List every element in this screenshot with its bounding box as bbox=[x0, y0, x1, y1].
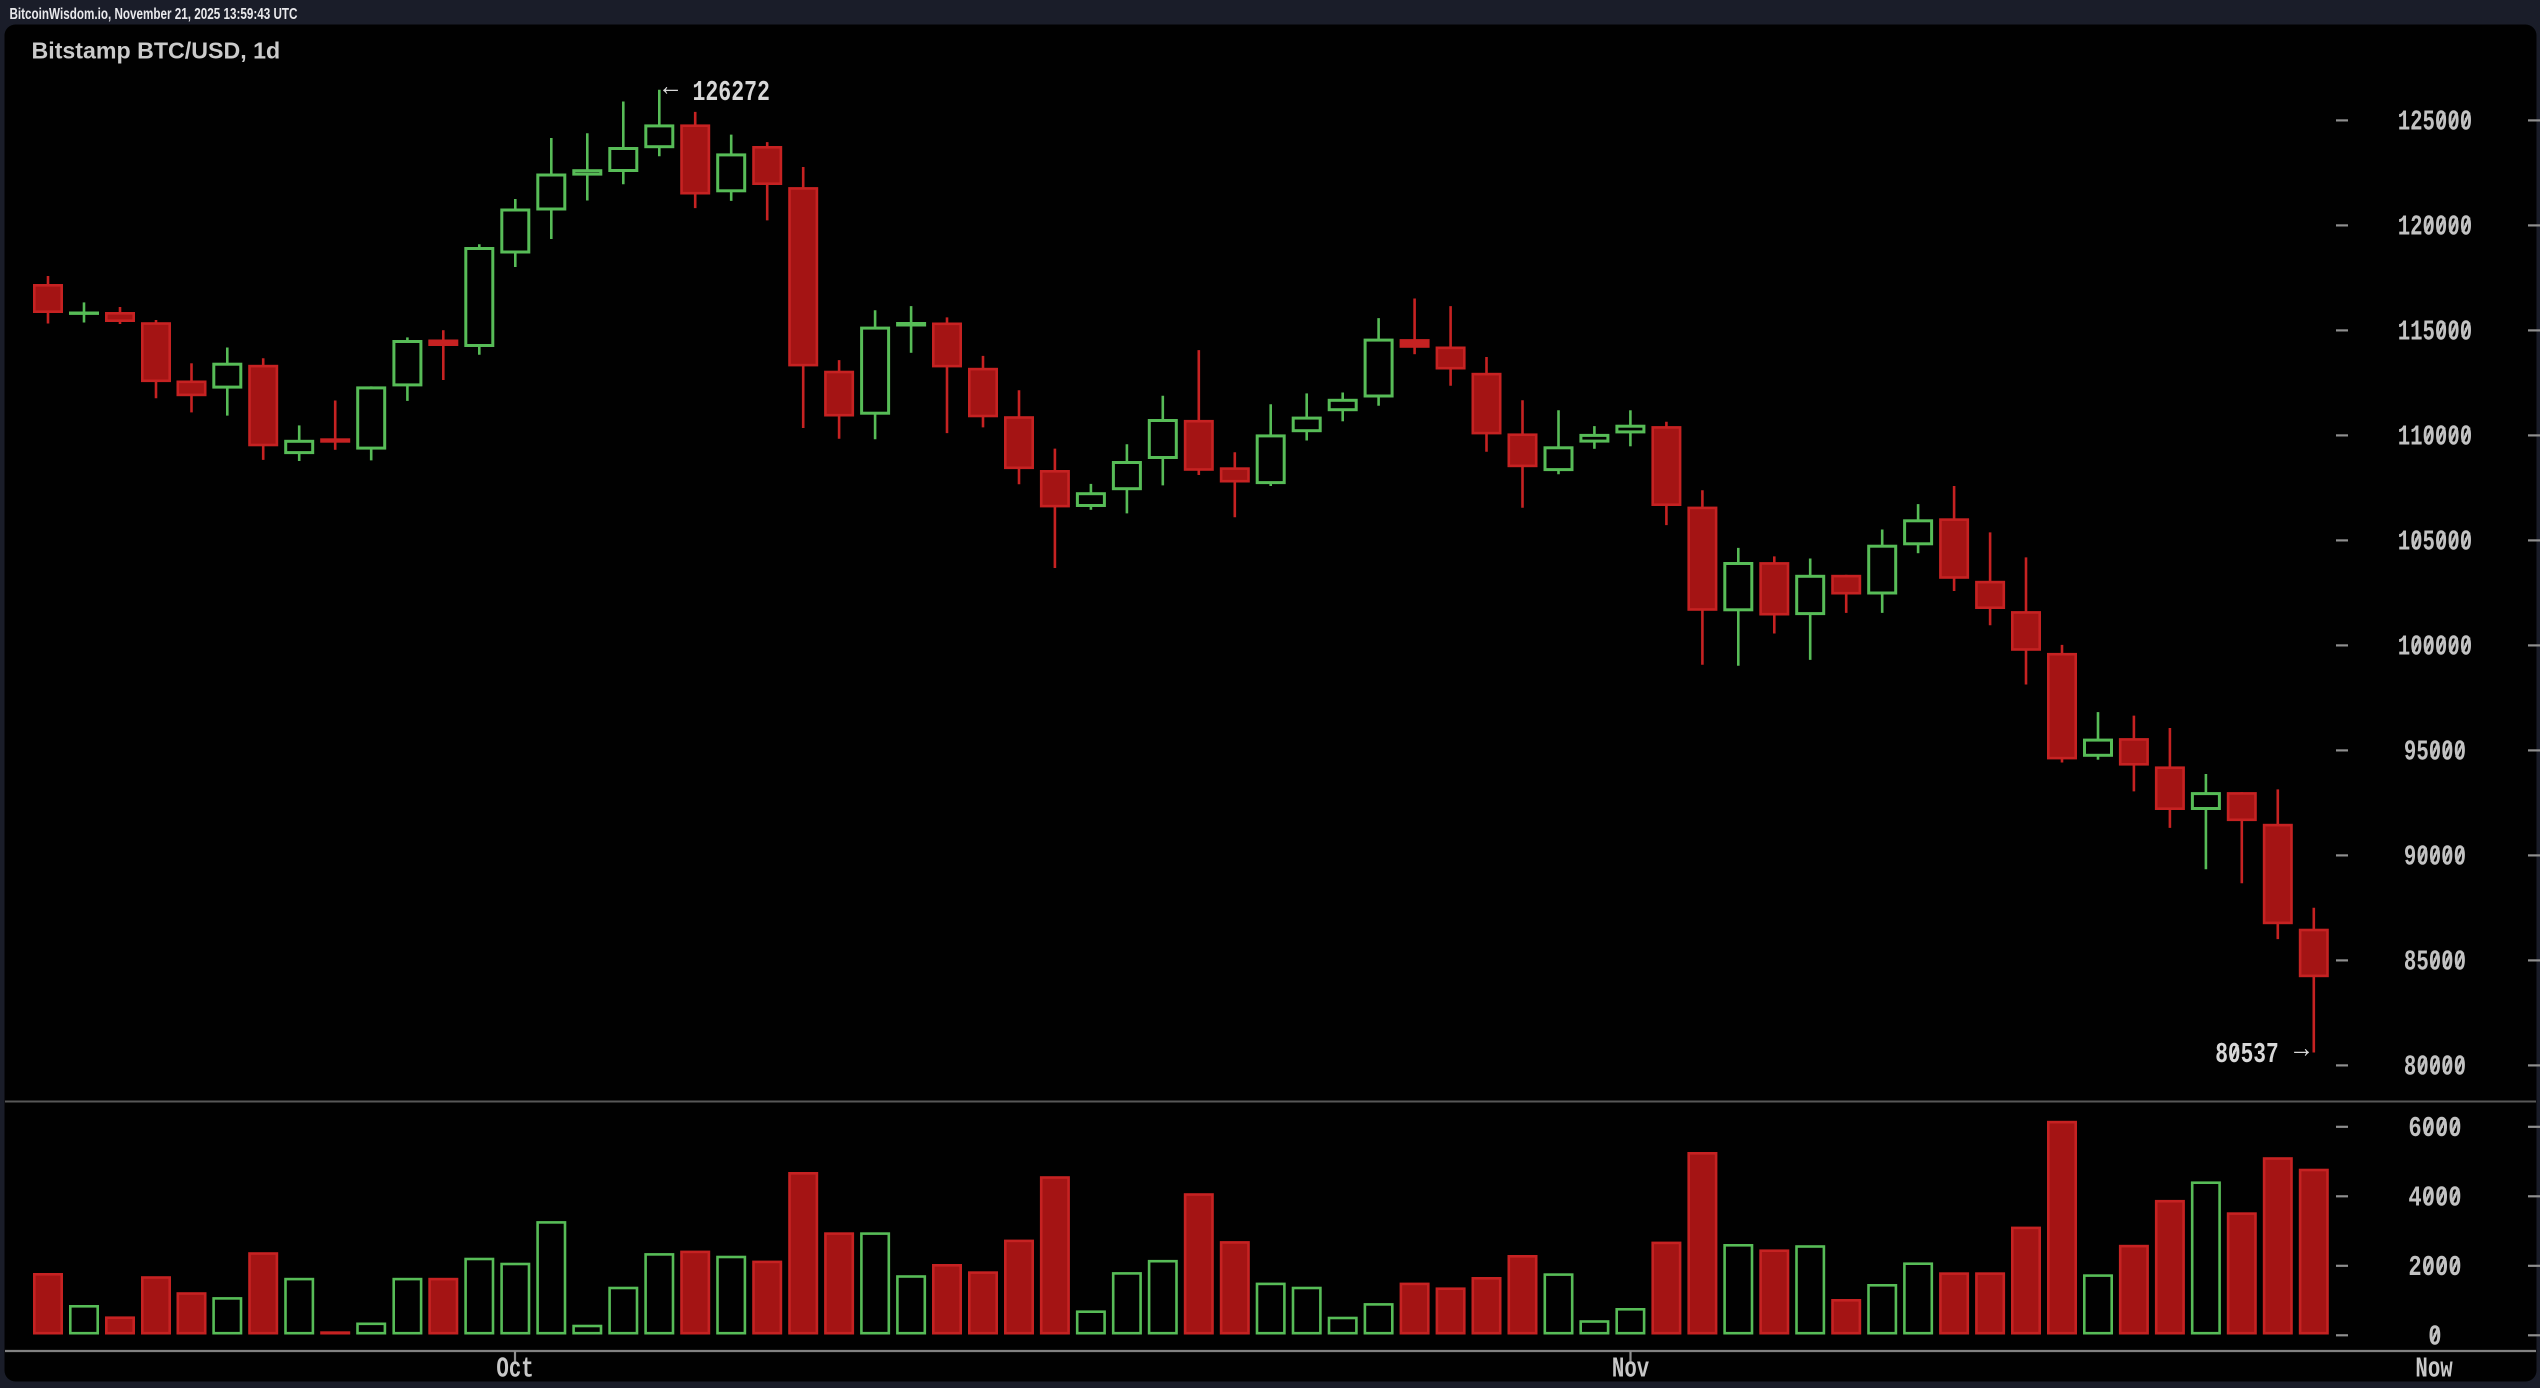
svg-text:125000: 125000 bbox=[2398, 106, 2473, 139]
svg-text:105000: 105000 bbox=[2398, 526, 2473, 559]
svg-text:Bitstamp BTC/USD, 1d: Bitstamp BTC/USD, 1d bbox=[32, 37, 281, 63]
svg-text:80537: 80537 bbox=[2215, 1038, 2279, 1071]
svg-text:←: ← bbox=[663, 71, 678, 104]
svg-text:100000: 100000 bbox=[2398, 631, 2473, 664]
svg-text:115000: 115000 bbox=[2398, 316, 2473, 349]
svg-text:Now: Now bbox=[2415, 1353, 2452, 1386]
svg-text:126272: 126272 bbox=[693, 76, 770, 109]
svg-text:→: → bbox=[2294, 1033, 2309, 1066]
svg-text:120000: 120000 bbox=[2398, 211, 2473, 244]
svg-text:BitcoinWisdom.io, November 21,: BitcoinWisdom.io, November 21, 2025 13:5… bbox=[10, 4, 298, 22]
svg-text:110000: 110000 bbox=[2398, 421, 2473, 454]
